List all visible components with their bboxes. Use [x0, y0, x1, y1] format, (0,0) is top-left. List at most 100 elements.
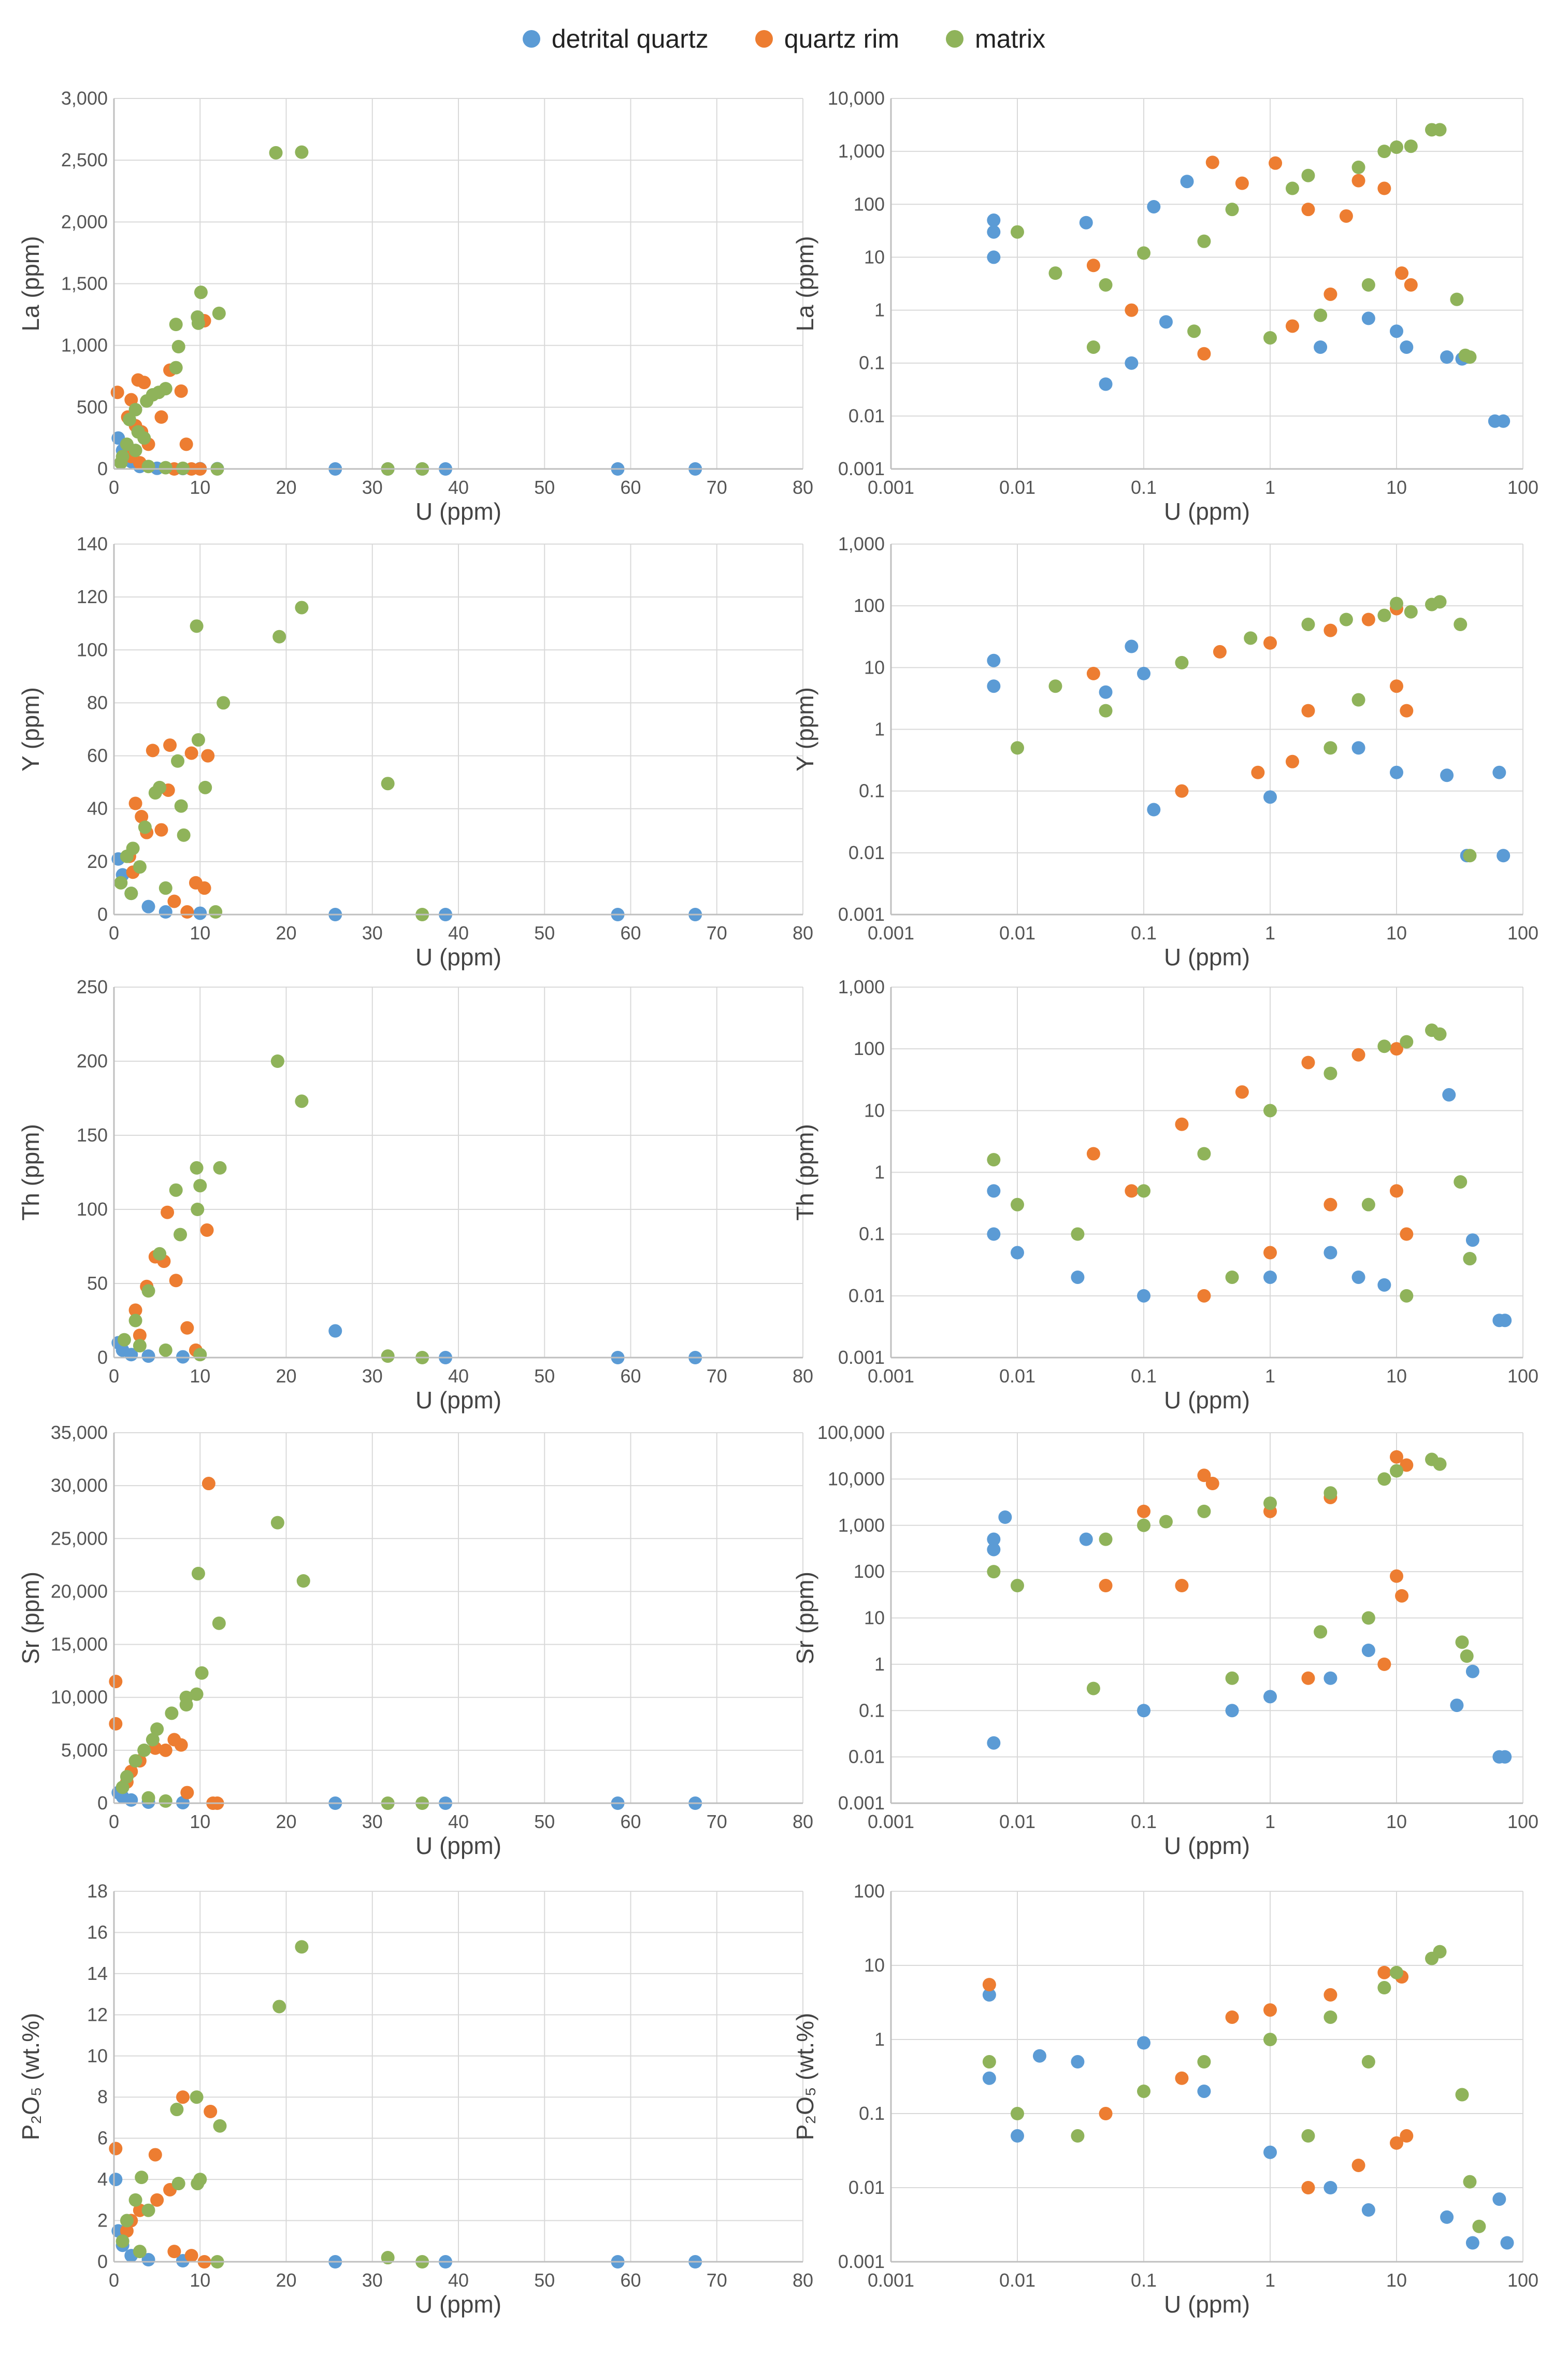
data-point: [1263, 1496, 1277, 1510]
x-tick-label: 0: [109, 477, 119, 498]
data-point: [1492, 2192, 1506, 2206]
data-point: [1137, 666, 1150, 680]
points-layer: [987, 1450, 1512, 1764]
data-point: [120, 849, 134, 863]
y-tick-label: 100: [854, 193, 885, 215]
data-point: [1071, 1270, 1085, 1284]
y-tick-label: 100: [854, 1561, 885, 1582]
y-tick-label: 0.01: [848, 2177, 885, 2198]
series-matrix: [1011, 123, 1477, 364]
data-point: [1099, 1579, 1113, 1593]
x-tick-label: 10: [190, 1811, 210, 1832]
data-point: [1197, 1289, 1211, 1303]
data-point: [1263, 1690, 1277, 1704]
legend-label: quartz rim: [784, 24, 900, 53]
data-point: [137, 376, 151, 390]
x-axis-title: U (ppm): [1164, 2291, 1250, 2318]
x-axis-title: U (ppm): [415, 498, 501, 525]
y-tick-label: 0: [97, 458, 108, 479]
data-point: [1125, 1184, 1139, 1198]
y-tick-label: 100: [77, 639, 108, 660]
data-point: [1285, 181, 1299, 195]
data-point: [1433, 1457, 1447, 1471]
y-tick-label: 1,000: [61, 335, 108, 356]
data-point: [1324, 623, 1337, 637]
data-point: [191, 2177, 205, 2191]
series-quartz-rim: [982, 1965, 1414, 2194]
y-tick-label: 0: [97, 2251, 108, 2272]
data-point: [1361, 1197, 1375, 1211]
data-point: [140, 394, 154, 408]
series-matrix: [116, 1516, 429, 1810]
data-point: [295, 601, 309, 615]
data-point: [1175, 1579, 1189, 1593]
data-point: [1377, 1657, 1391, 1671]
data-point: [1137, 246, 1150, 260]
data-point: [1377, 1965, 1391, 1979]
data-point: [193, 1179, 207, 1193]
data-point: [1244, 631, 1258, 645]
data-point: [1455, 2088, 1469, 2102]
data-point: [987, 1532, 1001, 1546]
data-point: [1263, 331, 1277, 345]
y-tick-label: 5,000: [61, 1739, 108, 1761]
data-point: [270, 1516, 284, 1530]
data-point: [159, 1743, 172, 1757]
x-tick-label: 0.1: [1131, 477, 1157, 498]
data-point: [1011, 1579, 1024, 1593]
x-tick-label: 40: [448, 2270, 469, 2291]
data-point: [213, 1161, 227, 1175]
y-tick-label: 1: [874, 299, 885, 321]
chart-sr-linear: 0 10 20 30 40 50 60 70 80 0 5,000 10,000 15,000 20,00…: [17, 1422, 813, 1859]
data-point: [1390, 2136, 1403, 2150]
data-point: [1235, 176, 1249, 190]
data-point: [1361, 278, 1375, 292]
data-point: [174, 1228, 188, 1242]
data-point: [191, 316, 205, 330]
data-point: [169, 1183, 183, 1197]
data-point: [1235, 1085, 1249, 1099]
data-point: [177, 828, 191, 842]
data-point: [1175, 655, 1189, 669]
data-point: [987, 679, 1001, 693]
y-tick-label: 20,000: [51, 1580, 108, 1602]
data-point: [1460, 1649, 1474, 1663]
y-axis-title: Th (ppm): [17, 1124, 44, 1221]
data-point: [1390, 1965, 1403, 1979]
data-point: [124, 1793, 138, 1807]
x-tick-label: 1: [1265, 477, 1275, 498]
data-point: [128, 2193, 142, 2207]
data-point: [1463, 849, 1477, 863]
data-point: [1263, 1104, 1277, 1118]
x-tick-label: 80: [793, 2270, 813, 2291]
x-tick-label: 0.001: [868, 2270, 914, 2291]
data-point: [982, 2055, 996, 2069]
y-tick-label: 10: [864, 1954, 885, 1976]
x-tick-label: 50: [534, 922, 555, 944]
data-point: [1301, 1671, 1315, 1685]
x-tick-label: 0.001: [868, 477, 914, 498]
data-point: [1086, 340, 1100, 354]
data-point: [163, 738, 177, 752]
x-axis-title: U (ppm): [1164, 944, 1250, 971]
y-tick-label: 0.1: [859, 352, 885, 374]
legend-marker-detrital-quartz: [522, 30, 540, 48]
data-point: [1361, 1611, 1375, 1625]
points-layer: [987, 595, 1511, 863]
series-matrix: [982, 1945, 1486, 2233]
data-point: [184, 746, 198, 760]
data-point: [1197, 1468, 1211, 1482]
data-point: [1351, 1048, 1365, 1062]
data-point: [1377, 181, 1391, 195]
data-point: [1324, 741, 1337, 755]
x-tick-label: 0.001: [868, 922, 914, 944]
legend-label: matrix: [975, 24, 1046, 53]
data-point: [1314, 1625, 1328, 1639]
data-point: [141, 900, 155, 914]
data-point: [120, 1770, 134, 1784]
data-point: [1011, 2107, 1024, 2120]
x-tick-label: 0: [109, 1811, 119, 1832]
data-point: [1339, 612, 1353, 626]
data-point: [1225, 203, 1239, 217]
y-tick-label: 10,000: [51, 1687, 108, 1708]
